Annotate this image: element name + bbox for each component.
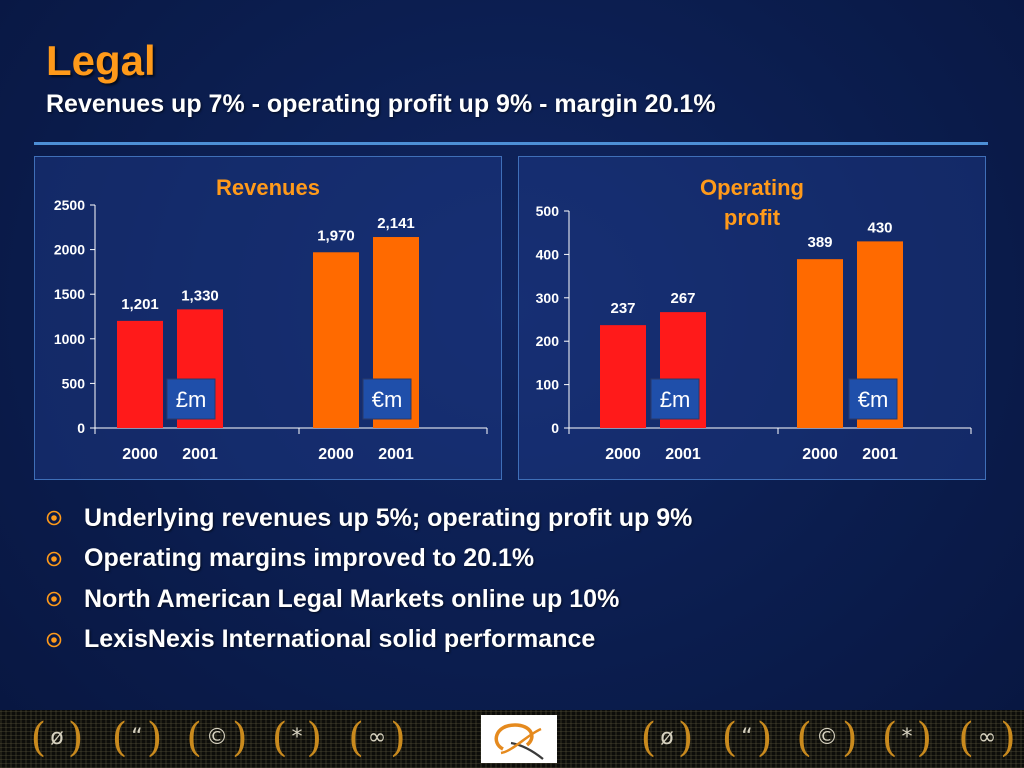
y-tick-label: 400	[536, 246, 560, 262]
chart-title: Revenues	[216, 175, 320, 200]
currency-badge-label: €m	[858, 387, 889, 412]
currency-badge-label: £m	[660, 387, 691, 412]
bar-value-label: 389	[807, 234, 832, 251]
currency-badge	[848, 378, 898, 420]
currency-badge	[362, 378, 412, 420]
bullet-item: LexisNexis International solid performan…	[46, 620, 692, 661]
footer-symbols-left: (ø) (“) (©) (*) (∞)	[28, 716, 428, 760]
asterisk-icon: (*)	[271, 715, 323, 761]
bar	[117, 320, 163, 428]
x-tick-label: 2001	[182, 446, 218, 463]
y-tick-label: 500	[62, 375, 86, 391]
bar-value-label: 1,330	[181, 287, 219, 304]
x-tick-label: 2000	[122, 446, 158, 463]
bar-value-label: 237	[610, 300, 635, 317]
bullet-list: Underlying revenues up 5%; operating pro…	[46, 498, 692, 660]
copyright-icon: (©)	[186, 715, 248, 761]
bullet-text: North American Legal Markets online up 1…	[84, 584, 620, 613]
chart-title: Operating	[700, 175, 804, 200]
y-tick-label: 200	[536, 333, 560, 349]
y-tick-label: 1000	[54, 331, 85, 347]
bullet-item: Operating margins improved to 20.1%	[46, 539, 692, 580]
bar	[797, 259, 843, 428]
copyright-icon: (©)	[796, 715, 858, 761]
x-tick-label: 2000	[802, 446, 838, 463]
y-tick-label: 2000	[54, 242, 85, 258]
slide-title: Legal	[46, 37, 156, 84]
x-tick-label: 2001	[862, 446, 898, 463]
infinity-icon: (∞)	[958, 715, 1016, 761]
bar-value-label: 2,141	[377, 215, 415, 232]
bar-value-label: 267	[670, 290, 695, 307]
revenues-chart-panel: Revenues 0 500 1000 1500 2000 2500 1,201 2000 1,3…	[34, 156, 502, 480]
x-tick-label: 2000	[605, 446, 641, 463]
company-logo-icon	[481, 715, 557, 763]
y-tick-label: 500	[536, 203, 560, 219]
bullet-text: Operating margins improved to 20.1%	[84, 544, 535, 573]
bar	[600, 325, 646, 428]
null-sign-icon: (ø)	[640, 715, 694, 761]
infinity-icon: (∞)	[348, 715, 406, 761]
bar-value-label: 1,970	[317, 227, 355, 244]
footer-symbols-right: (ø) (“) (©) (*) (∞)	[638, 716, 1024, 760]
y-tick-label: 300	[536, 290, 560, 306]
bar	[313, 252, 359, 428]
slide-subtitle: Revenues up 7% - operating profit up 9% …	[46, 90, 716, 118]
bullet-item: North American Legal Markets online up 1…	[46, 579, 692, 620]
bar-value-label: 430	[867, 219, 892, 236]
circle-dot-icon	[46, 551, 62, 567]
revenues-chart: Revenues 0 500 1000 1500 2000 2500 1,201 2000 1,3…	[54, 175, 488, 463]
y-tick-label: 0	[551, 420, 559, 436]
circle-dot-icon	[46, 632, 62, 648]
asterisk-icon: (*)	[881, 715, 933, 761]
currency-badge-label: €m	[372, 387, 403, 412]
y-tick-label: 0	[77, 420, 85, 436]
circle-dot-icon	[46, 510, 62, 526]
x-tick-label: 2001	[665, 446, 701, 463]
y-tick-label: 1500	[54, 286, 85, 302]
bar-value-label: 1,201	[121, 296, 159, 313]
bullet-text: LexisNexis International solid performan…	[84, 625, 596, 654]
circle-dot-icon	[46, 591, 62, 607]
quote-mark-icon: (“)	[721, 715, 773, 761]
y-tick-label: 100	[536, 377, 560, 393]
chart-title: profit	[724, 205, 781, 230]
currency-badge-label: £m	[176, 387, 207, 412]
currency-badge	[650, 378, 700, 420]
header-divider	[34, 142, 988, 145]
operating-profit-chart: Operating profit 0 100 200 300 400 500 237 2000 26…	[536, 175, 972, 463]
currency-badge	[166, 378, 216, 420]
y-tick-label: 2500	[54, 197, 85, 213]
quote-mark-icon: (“)	[111, 715, 163, 761]
null-sign-icon: (ø)	[30, 715, 84, 761]
x-tick-label: 2000	[318, 446, 354, 463]
bullet-text: Underlying revenues up 5%; operating pro…	[84, 503, 693, 532]
x-tick-label: 2001	[378, 446, 414, 463]
bullet-item: Underlying revenues up 5%; operating pro…	[46, 498, 692, 539]
operating-profit-chart-panel: Operating profit 0 100 200 300 400 500 237 2000 26…	[518, 156, 986, 480]
